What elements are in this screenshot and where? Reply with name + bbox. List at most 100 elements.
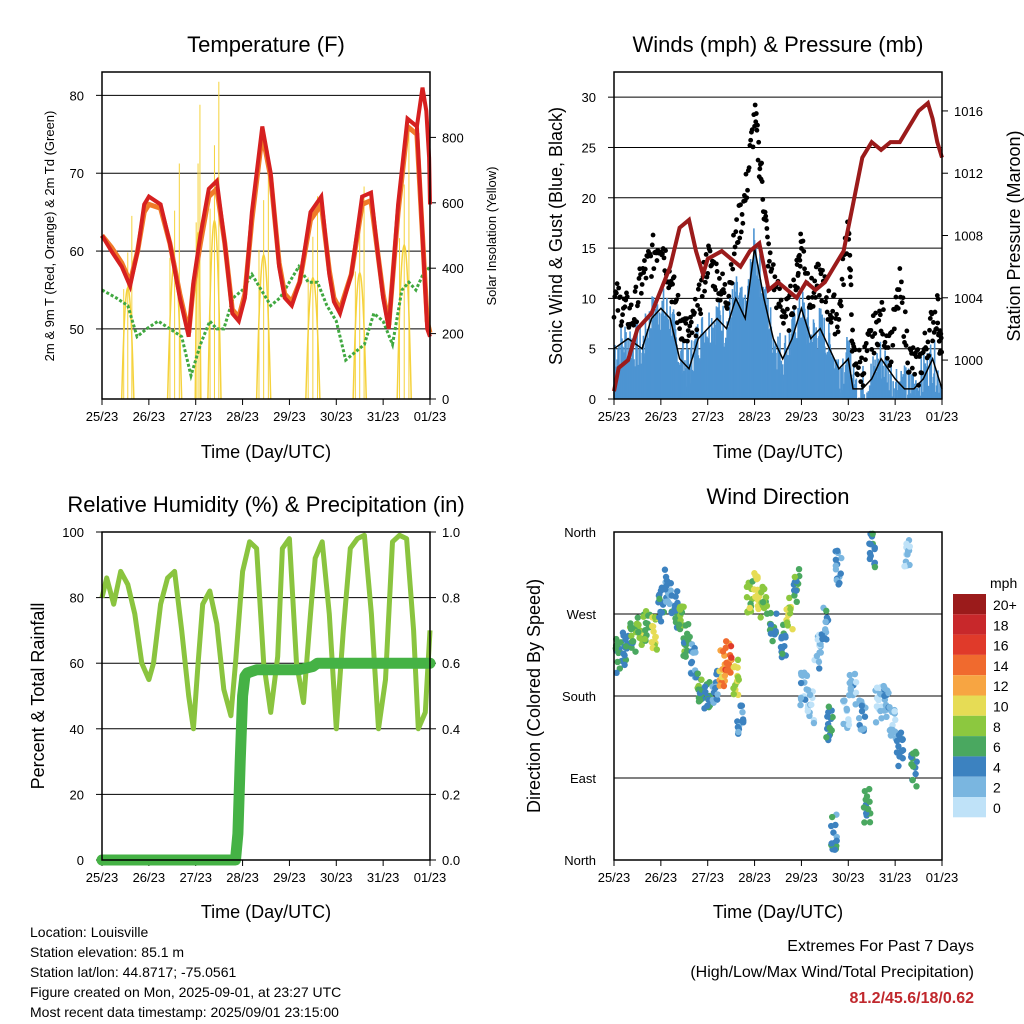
x-tick-label: 31/23 (879, 870, 912, 885)
direction-point (895, 762, 902, 770)
gust-point (663, 248, 668, 254)
direction-point (778, 634, 785, 642)
direction-point (886, 703, 893, 711)
gust-point (823, 299, 829, 305)
gust-point (624, 290, 629, 296)
temperature-y2label: Solar Insolation (Yellow) (484, 167, 499, 306)
direction-point (871, 563, 879, 571)
gust-point (855, 372, 861, 378)
gust-point (643, 275, 649, 281)
direction-point (638, 641, 645, 649)
gust-point (694, 327, 700, 333)
legend-swatch (953, 715, 986, 737)
direction-point (687, 659, 695, 667)
gust-point (759, 179, 765, 184)
x-tick-label: 29/23 (785, 870, 818, 885)
x-tick-label: 27/23 (691, 409, 724, 424)
gust-point (826, 288, 832, 294)
gust-point (932, 309, 938, 315)
gust-point (847, 252, 853, 258)
gust-point (688, 314, 693, 320)
gust-point (805, 271, 811, 276)
direction-point (808, 701, 815, 708)
y-tick-label: North (564, 525, 596, 540)
gust-point (762, 209, 768, 215)
temperature-xlabel: Time (Day/UTC) (201, 442, 331, 462)
y-tick-label: 20 (70, 787, 84, 802)
gust-point (849, 312, 854, 318)
direction-point (823, 734, 830, 741)
gust-point (915, 347, 921, 352)
direction-point (628, 632, 635, 640)
direction-point (837, 570, 844, 577)
direction-point (636, 634, 643, 642)
dewpoint-line (101, 263, 432, 382)
gust-point (876, 318, 882, 323)
y-tick-label: 5 (589, 342, 596, 357)
direction-point (653, 646, 661, 653)
gust-point (738, 202, 743, 208)
direction-point (823, 607, 830, 615)
gust-point (737, 235, 743, 241)
gust-point (869, 347, 875, 352)
direction-point (767, 630, 775, 637)
direction-point (720, 682, 728, 690)
gust-point (777, 304, 783, 309)
gust-point (702, 288, 707, 294)
legend-label: 18 (993, 617, 1009, 633)
direction-point (674, 588, 681, 595)
direction-point (801, 669, 808, 676)
direction-point (899, 747, 907, 754)
direction-ylabel: Direction (Colored By Speed) (524, 579, 544, 813)
humidity-title: Relative Humidity (%) & Precipitation (i… (67, 492, 464, 517)
direction-point (828, 822, 835, 830)
gust-point (692, 296, 698, 302)
winds-plot: 0 5 10 15 20 25 30 1000 1004 1008 1012 1016 25/23 26/… (582, 71, 983, 424)
gust-point (695, 286, 701, 292)
gust-point (800, 238, 806, 244)
y2-tick-label: 1004 (954, 291, 983, 306)
x-tick-label: 01/23 (926, 870, 959, 885)
direction-point (753, 575, 761, 583)
gust-point (674, 297, 679, 303)
gust-point (721, 290, 727, 296)
gust-point (841, 282, 846, 288)
x-tick-label: 25/23 (598, 870, 631, 885)
legend-label: 20+ (993, 597, 1017, 613)
gust-point (654, 258, 660, 263)
gust-point (748, 137, 754, 143)
gust-point (689, 330, 695, 336)
gust-point (903, 343, 909, 348)
recent-text: Most recent data timestamp: 2025/09/01 2… (30, 1004, 339, 1020)
y-tick-label: West (567, 607, 597, 622)
extremes-subtitle: (High/Low/Max Wind/Total Precipitation) (690, 964, 974, 981)
direction-point (804, 686, 812, 694)
gust-point (781, 309, 787, 315)
direction-point (632, 648, 639, 655)
direction-point (652, 633, 659, 641)
direction-point (789, 625, 796, 633)
humidity-xlabel: Time (Day/UTC) (201, 902, 331, 922)
direction-xlabel: Time (Day/UTC) (713, 902, 843, 922)
direction-point (831, 846, 839, 853)
y-tick-label: 15 (582, 241, 596, 256)
gust-point (677, 326, 682, 332)
direction-point (641, 635, 649, 643)
direction-point (829, 713, 836, 721)
direction-point (833, 837, 840, 844)
direction-point (841, 697, 848, 704)
direction-point (864, 805, 872, 813)
y-tick-label: 20 (582, 191, 596, 206)
direction-point (791, 592, 798, 599)
direction-point (787, 605, 794, 613)
y2-tick-label: 1000 (954, 353, 983, 368)
gust-point (882, 339, 888, 345)
gust-point (829, 315, 835, 321)
x-tick-label: 29/23 (785, 409, 818, 424)
y-tick-label: East (570, 771, 596, 786)
gust-point (767, 250, 773, 256)
gust-point (733, 229, 739, 235)
gust-point (906, 369, 912, 375)
gust-point (909, 365, 915, 371)
gust-point (786, 328, 792, 333)
